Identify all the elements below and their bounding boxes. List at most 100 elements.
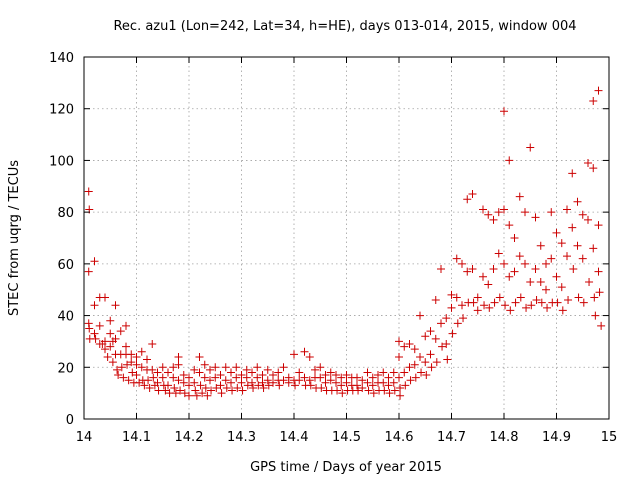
data-point [522, 303, 531, 312]
data-point [332, 378, 340, 387]
data-point [237, 371, 246, 380]
data-point [300, 373, 309, 382]
data-point [369, 389, 378, 398]
data-point [295, 368, 304, 377]
y-tick-label: 100 [49, 154, 74, 169]
data-point [103, 352, 112, 361]
data-point [480, 301, 489, 310]
data-point [242, 373, 251, 382]
data-point [305, 352, 314, 361]
data-point [494, 208, 503, 217]
data-point [171, 389, 180, 398]
data-point [227, 378, 235, 387]
data-point [479, 205, 487, 214]
data-point [140, 381, 149, 390]
data-point [85, 324, 94, 333]
data-point [400, 342, 409, 351]
data-point [258, 371, 267, 380]
data-point [442, 340, 451, 349]
data-point [553, 298, 562, 307]
data-point [232, 363, 241, 372]
data-point [417, 368, 426, 377]
y-tick-label: 20 [57, 361, 74, 376]
y-tick-label: 80 [57, 206, 74, 221]
x-tick-label: 14.8 [490, 430, 519, 445]
data-point [531, 265, 540, 274]
data-point [106, 342, 115, 351]
data-point [90, 329, 99, 338]
data-point [579, 298, 588, 307]
data-point [253, 363, 262, 372]
data-point [200, 360, 209, 369]
data-point [421, 358, 430, 367]
data-point [132, 371, 141, 380]
x-tick-label: 14.6 [385, 430, 414, 445]
data-point [447, 290, 456, 299]
x-tick-label: 15 [601, 430, 618, 445]
data-point [311, 365, 319, 374]
data-point [542, 285, 550, 294]
data-point [132, 352, 141, 361]
data-point [212, 383, 221, 392]
data-points [84, 86, 606, 400]
data-point [326, 376, 335, 385]
data-point [506, 306, 515, 315]
data-point [154, 386, 163, 395]
data-point [374, 371, 382, 380]
data-point [489, 215, 498, 224]
data-point [190, 365, 199, 374]
data-point [531, 213, 540, 222]
data-point [216, 381, 225, 390]
data-point [411, 373, 420, 382]
data-point [237, 378, 246, 387]
data-point [207, 386, 216, 395]
data-point [337, 381, 346, 390]
data-point [578, 254, 587, 263]
data-point [426, 350, 435, 359]
data-point [132, 360, 141, 369]
data-point [264, 381, 273, 390]
data-point [353, 381, 361, 390]
data-point [248, 378, 256, 387]
data-point [153, 378, 162, 387]
data-point [527, 301, 536, 310]
data-point [569, 265, 578, 274]
data-point [432, 358, 441, 367]
data-point [515, 192, 524, 201]
data-point [198, 389, 207, 398]
data-point [452, 254, 461, 263]
data-point [494, 249, 503, 258]
data-point [101, 293, 109, 302]
data-point [431, 296, 440, 305]
data-point [185, 391, 193, 400]
data-point [463, 195, 472, 204]
data-point [416, 311, 424, 320]
data-point [161, 386, 170, 395]
data-point [192, 391, 201, 400]
data-point [238, 386, 247, 395]
data-point [438, 342, 447, 351]
data-point [552, 228, 561, 237]
x-tick-label: 14.5 [332, 430, 361, 445]
data-point [269, 371, 277, 380]
data-point [410, 360, 419, 369]
data-point [426, 327, 435, 336]
data-point [510, 234, 519, 242]
data-point [416, 352, 424, 361]
data-point [164, 381, 172, 390]
data-point [128, 368, 137, 377]
data-point [573, 241, 582, 250]
data-point [422, 371, 431, 380]
data-point [354, 386, 363, 395]
data-point [190, 378, 199, 387]
data-point [143, 355, 151, 364]
data-point [500, 259, 508, 268]
data-point [389, 378, 398, 387]
chart-title: Rec. azu1 (Lon=242, Lat=34, h=HE), days … [113, 19, 576, 34]
data-point [254, 381, 263, 390]
data-point [469, 298, 478, 307]
x-axis-label: GPS time / Days of year 2015 [250, 460, 442, 475]
data-point [222, 383, 231, 392]
data-point [228, 386, 237, 395]
data-point [149, 373, 158, 382]
